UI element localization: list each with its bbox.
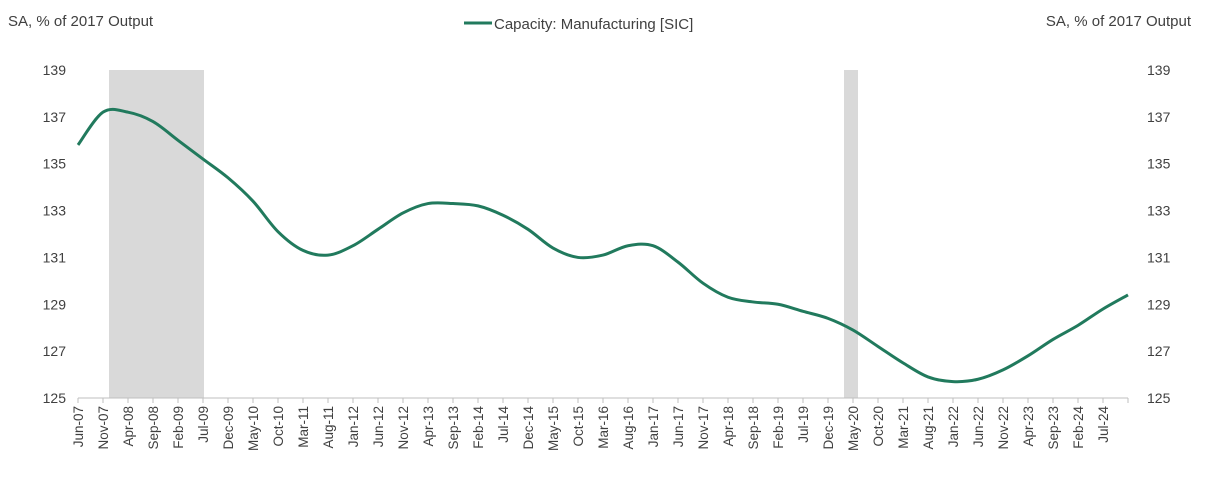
x-tick-label: Feb-09 (171, 406, 186, 449)
x-tick-label: May-20 (846, 406, 861, 451)
x-tick-label: Apr-13 (421, 406, 436, 447)
x-tick-label: Nov-22 (996, 406, 1011, 450)
x-tick-label: Sep-13 (446, 406, 461, 450)
x-tick-label: Aug-21 (921, 406, 936, 450)
x-tick-label: Feb-19 (771, 406, 786, 449)
x-tick-label: Jul-09 (196, 406, 211, 443)
legend-label: Capacity: Manufacturing [SIC] (494, 16, 693, 33)
y2-tick-label: 135 (1147, 156, 1171, 172)
y2-tick-label: 127 (1147, 343, 1171, 359)
x-tick-label: Apr-18 (721, 406, 736, 447)
y-tick-label: 135 (43, 156, 67, 172)
y-tick-label: 137 (43, 109, 67, 125)
y-axis-label: SA, % of 2017 Output (8, 13, 154, 30)
x-tick-label: Aug-11 (321, 406, 336, 449)
x-tick-label: Jun-17 (671, 406, 686, 447)
x-tick-label: Jun-12 (371, 406, 386, 447)
x-tick-label: Jul-19 (796, 406, 811, 443)
y-tick-label: 131 (43, 249, 67, 265)
x-tick-label: Nov-17 (696, 406, 711, 450)
x-tick-label: Jul-24 (1096, 406, 1111, 443)
y-tick-label: 129 (43, 296, 67, 312)
x-tick-label: Feb-24 (1071, 406, 1086, 449)
x-tick-label: Sep-23 (1046, 406, 1061, 450)
shaded-range (109, 70, 204, 398)
x-tick-label: Mar-21 (896, 406, 911, 449)
y2-axis-label: SA, % of 2017 Output (1046, 13, 1192, 30)
x-tick-label: Nov-12 (396, 406, 411, 450)
x-tick-label: Nov-07 (96, 406, 111, 450)
shaded-range (844, 70, 858, 398)
x-tick-label: Oct-20 (871, 406, 886, 447)
x-tick-label: Aug-16 (621, 406, 636, 450)
x-tick-label: Feb-14 (471, 406, 486, 449)
x-tick-label: Jan-17 (646, 406, 661, 447)
y-tick-label: 125 (43, 390, 67, 406)
y-tick-label: 127 (43, 343, 67, 359)
x-tick-label: May-10 (246, 406, 261, 451)
x-tick-label: Mar-11 (296, 406, 311, 448)
x-tick-label: Dec-19 (821, 406, 836, 450)
x-tick-label: Jan-12 (346, 406, 361, 447)
x-tick-label: Jan-22 (946, 406, 961, 447)
y-tick-label: 139 (43, 62, 67, 78)
x-tick-label: Jun-22 (971, 406, 986, 447)
x-tick-label: Apr-08 (121, 406, 136, 447)
x-tick-label: Sep-18 (746, 406, 761, 450)
x-tick-label: Dec-14 (521, 406, 536, 450)
x-tick-label: Dec-09 (221, 406, 236, 450)
y2-tick-label: 137 (1147, 109, 1171, 125)
x-tick-label: Mar-16 (596, 406, 611, 449)
y2-tick-label: 139 (1147, 62, 1171, 78)
x-tick-label: Apr-23 (1021, 406, 1036, 447)
x-tick-label: Oct-10 (271, 406, 286, 447)
x-tick-label: May-15 (546, 406, 561, 451)
y2-tick-label: 131 (1147, 249, 1171, 265)
y-tick-label: 133 (43, 203, 67, 219)
y2-tick-label: 129 (1147, 296, 1171, 312)
y2-tick-label: 125 (1147, 390, 1171, 406)
y2-tick-label: 133 (1147, 203, 1171, 219)
x-tick-label: Jul-14 (496, 406, 511, 443)
series-line (76, 107, 1129, 384)
x-tick-label: Jun-07 (71, 406, 86, 447)
x-tick-label: Sep-08 (146, 406, 161, 450)
x-tick-label: Oct-15 (571, 406, 586, 447)
